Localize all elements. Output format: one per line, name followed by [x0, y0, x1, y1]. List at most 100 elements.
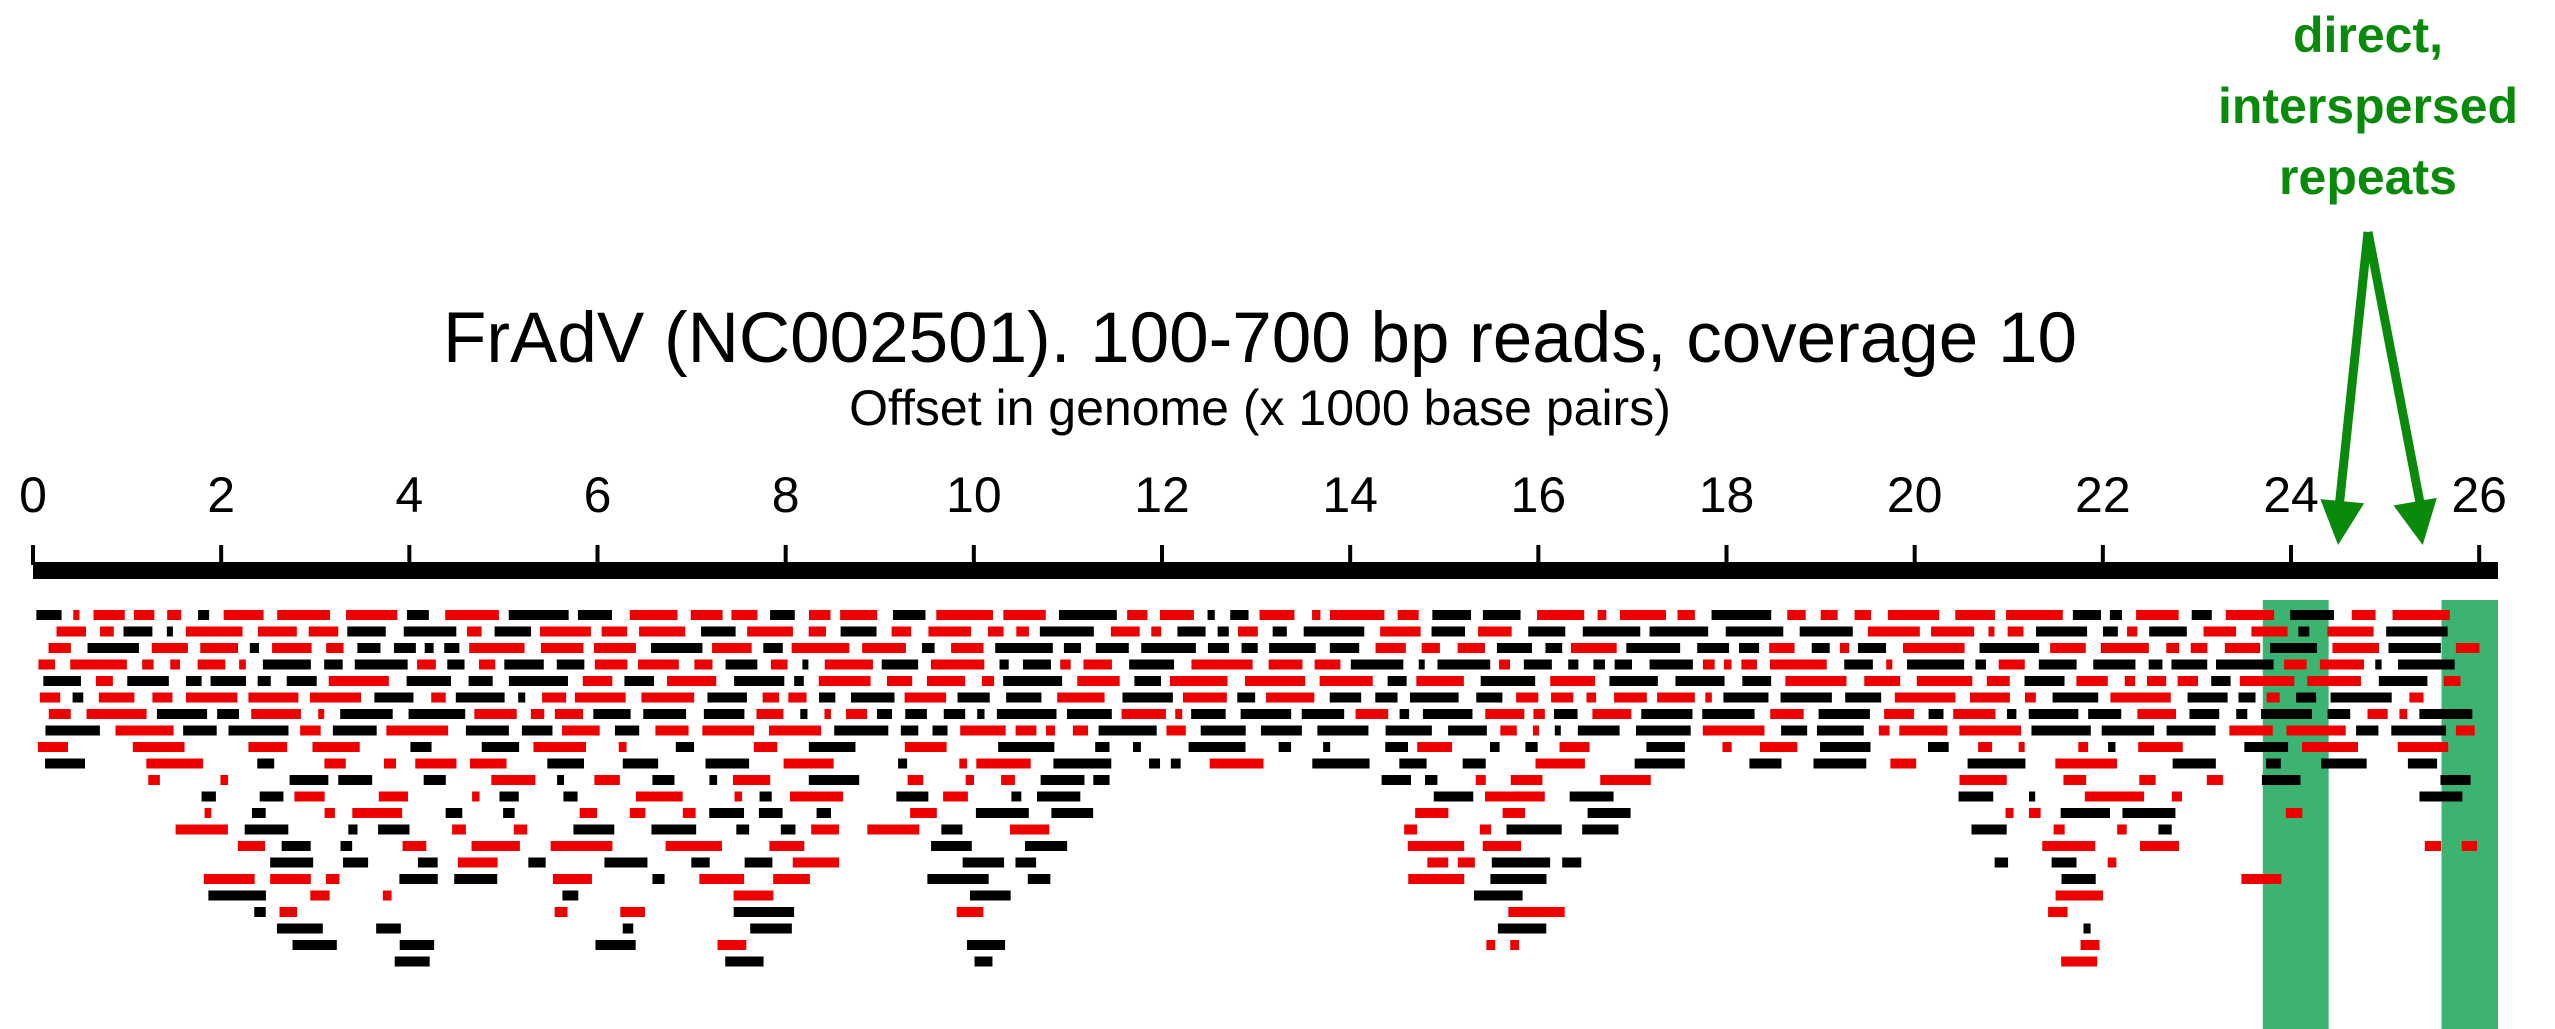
axis-tick: [1160, 545, 1165, 565]
sequence-read: [2211, 676, 2231, 686]
sequence-read: [780, 824, 796, 835]
sequence-read: [2052, 692, 2099, 703]
sequence-read: [701, 626, 736, 637]
sequence-read: [629, 610, 678, 620]
sequence-read: [2261, 775, 2301, 785]
sequence-read: [941, 824, 963, 835]
sequence-read: [36, 610, 62, 620]
sequence-read: [237, 841, 266, 851]
sequence-read: [2399, 709, 2408, 719]
sequence-read: [424, 643, 434, 653]
sequence-read: [652, 775, 675, 785]
sequence-read: [1958, 791, 1994, 802]
sequence-read: [651, 824, 697, 835]
sequence-read: [1060, 659, 1071, 670]
sequence-read: [887, 676, 913, 686]
sequence-read: [1003, 610, 1046, 620]
sequence-read: [254, 907, 266, 917]
sequence-read: [277, 610, 331, 620]
sequence-read: [1582, 626, 1641, 637]
sequence-read: [1480, 676, 1536, 686]
sequence-read: [816, 808, 831, 818]
sequence-read: [309, 692, 362, 703]
sequence-read: [72, 692, 84, 703]
sequence-read: [1953, 709, 1996, 719]
sequence-read: [1482, 841, 1522, 851]
sequence-read: [2158, 824, 2172, 835]
sequence-read: [45, 725, 100, 736]
sequence-read: [220, 775, 229, 785]
sequence-read: [2055, 890, 2103, 901]
sequence-read: [943, 791, 968, 802]
sequence-read: [279, 907, 298, 917]
sequence-read: [1577, 725, 1620, 736]
sequence-read: [2290, 610, 2334, 620]
sequence-read: [1854, 610, 1871, 620]
sequence-read: [975, 808, 1029, 818]
sequence-read: [127, 676, 169, 686]
sequence-read: [2117, 824, 2127, 835]
sequence-read: [2251, 626, 2288, 637]
sequence-read: [1510, 775, 1543, 785]
sequence-read: [445, 808, 463, 818]
sequence-read: [403, 626, 457, 637]
sequence-read: [1053, 758, 1112, 769]
sequence-read: [340, 841, 353, 851]
sequence-read: [1169, 676, 1228, 686]
sequence-read: [540, 643, 584, 653]
sequence-read: [2424, 841, 2442, 851]
sequence-read: [1418, 659, 1425, 670]
sequence-read: [2084, 791, 2145, 802]
sequence-read: [1188, 742, 1246, 752]
sequence-read: [629, 808, 646, 818]
sequence-read: [1600, 775, 1651, 785]
sequence-read: [635, 791, 683, 802]
sequence-read: [1478, 626, 1512, 637]
sequence-read: [2107, 857, 2117, 868]
sequence-read: [1820, 610, 1838, 620]
sequence-read: [1554, 709, 1578, 719]
figure-title: FrAdV (NC002501). 100-700 bp reads, cove…: [443, 299, 2077, 378]
sequence-read: [2177, 676, 2199, 686]
sequence-read: [1634, 758, 1685, 769]
sequence-read: [770, 659, 788, 670]
sequence-read: [1787, 610, 1806, 620]
sequence-read: [1098, 725, 1157, 736]
sequence-read: [445, 610, 499, 620]
sequence-read: [930, 659, 985, 670]
sequence-read: [1491, 857, 1551, 868]
sequence-read: [325, 874, 340, 884]
sequence-read: [562, 890, 579, 901]
sequence-read: [1818, 709, 1870, 719]
sequence-read: [1209, 758, 1264, 769]
sequence-read: [682, 808, 696, 818]
sequence-read: [734, 791, 743, 802]
sequence-read: [1508, 907, 1565, 917]
sequence-read: [1375, 643, 1406, 653]
sequence-read: [898, 758, 908, 769]
sequence-read: [2051, 857, 2077, 868]
sequence-read: [166, 626, 173, 637]
sequence-read: [133, 610, 155, 620]
sequence-read: [1907, 659, 1965, 670]
sequence-read: [2024, 676, 2065, 686]
sequence-read: [999, 659, 1009, 670]
sequence-read: [259, 791, 284, 802]
sequence-read: [417, 659, 436, 670]
sequence-read: [1134, 676, 1162, 686]
sequence-read: [1569, 791, 1614, 802]
sequence-read: [1175, 709, 1183, 719]
sequence-read: [604, 857, 648, 868]
sequence-read: [86, 709, 147, 719]
sequence-read: [1329, 692, 1362, 703]
sequence-read: [639, 626, 686, 637]
sequence-read: [1266, 692, 1315, 703]
sequence-read: [1697, 643, 1730, 653]
sequence-read: [2409, 692, 2424, 703]
sequence-read: [1482, 610, 1521, 620]
sequence-read: [386, 725, 449, 736]
sequence-read: [2321, 758, 2367, 769]
sequence-read: [750, 923, 792, 934]
sequence-read: [900, 725, 919, 736]
sequence-read: [987, 626, 1004, 637]
